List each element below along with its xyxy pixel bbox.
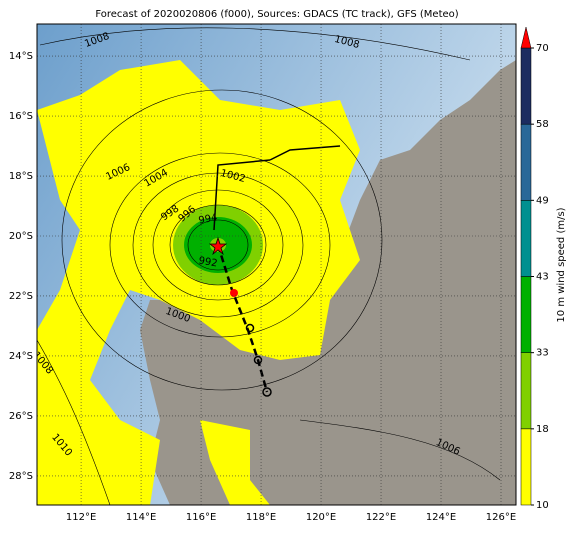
colorbar-segment (520, 47, 532, 125)
lat-label: 24°S (9, 351, 33, 362)
contour-label: 994 (198, 212, 219, 226)
colorbar-tick-label: 18 (536, 424, 549, 435)
lat-label: 22°S (9, 291, 33, 302)
lon-label: 114°E (126, 512, 156, 523)
colorbar-segment (520, 276, 532, 353)
lat-label: 16°S (9, 111, 33, 122)
colorbar-tick-label: 58 (536, 119, 549, 130)
lon-label: 124°E (426, 512, 456, 523)
title: Forecast of 2020020806 (f000), Sources: … (95, 9, 458, 20)
lat-label: 28°S (9, 471, 33, 482)
colorbar-segment (520, 428, 532, 506)
lon-label: 116°E (186, 512, 216, 523)
colorbar-label: 10 m wind speed (m/s) (556, 207, 567, 322)
colorbar-tick-label: 70 (536, 43, 549, 54)
lat-label: 20°S (9, 231, 33, 242)
lon-label: 112°E (66, 512, 96, 523)
lat-label: 26°S (9, 411, 33, 422)
colorbar-extend (520, 26, 532, 49)
lon-label: 122°E (366, 512, 396, 523)
colorbar-segment (520, 200, 532, 277)
lon-label: 126°E (486, 512, 516, 523)
lat-label: 14°S (9, 51, 33, 62)
contour-label: 992 (198, 255, 219, 269)
colorbar-tick-label: 43 (536, 272, 549, 283)
colorbar-segment (520, 123, 532, 201)
colorbar-tick-label: 10 (536, 500, 549, 511)
colorbar-tick-label: 33 (536, 348, 549, 359)
lat-label: 18°S (9, 171, 33, 182)
frame (36, 23, 517, 506)
colorbar-segment (520, 352, 532, 430)
lon-label: 120°E (306, 512, 336, 523)
colorbar-tick-label: 49 (536, 195, 549, 206)
lon-label: 118°E (246, 512, 276, 523)
